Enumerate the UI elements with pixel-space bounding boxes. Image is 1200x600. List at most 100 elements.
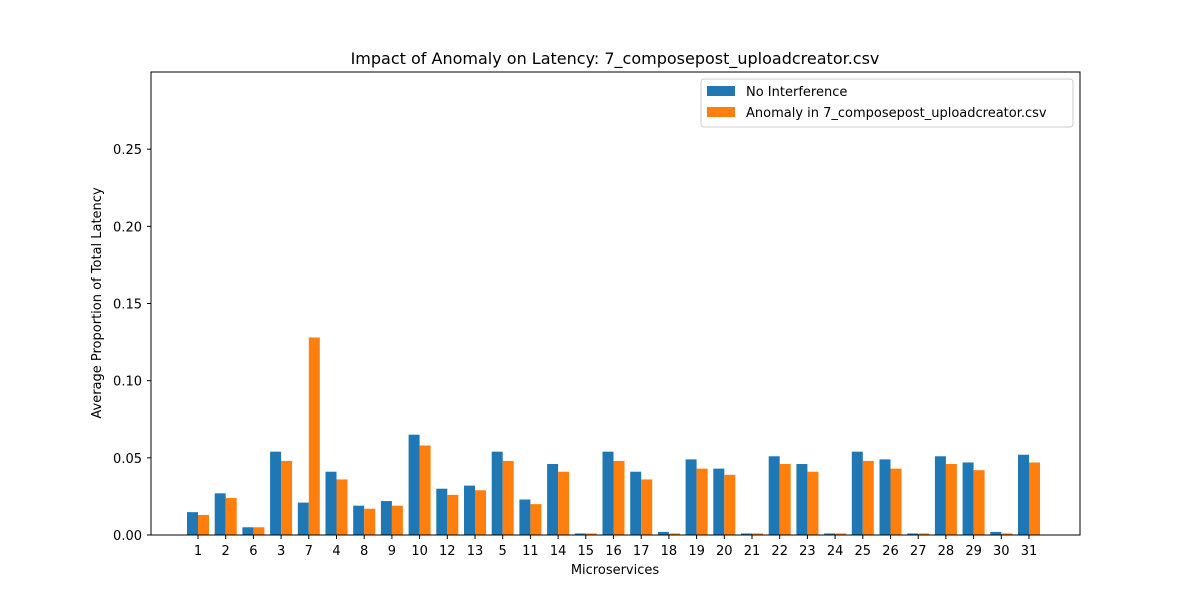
bar-anomaly-25	[862, 460, 874, 535]
bar-no-interference-3	[270, 451, 282, 535]
x-tick-label-5: 5	[499, 544, 507, 559]
bar-anomaly-23	[807, 471, 819, 535]
bar-no-interference-13	[464, 485, 475, 535]
bar-anomaly-9	[391, 505, 403, 535]
bar-anomaly-20	[724, 474, 736, 535]
x-tick-label-7: 7	[305, 544, 313, 559]
x-tick-label-16: 16	[605, 544, 622, 559]
x-tick-label-29: 29	[965, 544, 982, 559]
bar-no-interference-6	[242, 527, 254, 535]
y-tick-label-0.05: 0.05	[113, 452, 142, 467]
y-axis-title: Average Proportion of Total Latency	[90, 187, 105, 419]
y-tick-label-0.00: 0.00	[113, 529, 142, 544]
x-tick-label-10: 10	[411, 544, 428, 559]
bar-no-interference-14	[547, 464, 559, 535]
bar-no-interference-9	[380, 501, 392, 535]
y-tick-label-0.20: 0.20	[113, 220, 142, 235]
legend: No Interference Anomaly in 7_composepost…	[700, 78, 1074, 128]
bar-anomaly-15	[585, 533, 597, 535]
chart-title: Impact of Anomaly on Latency: 7_composep…	[351, 49, 880, 69]
bar-no-interference-22	[768, 456, 780, 535]
x-tick-label-11: 11	[522, 544, 539, 559]
x-tick-label-14: 14	[550, 544, 567, 559]
bar-no-interference-21	[741, 533, 752, 535]
legend-label-anomaly: Anomaly in 7_composepost_uploadcreator.c…	[746, 106, 1047, 121]
x-tick-label-15: 15	[578, 544, 595, 559]
bar-no-interference-30	[990, 531, 1002, 535]
bar-no-interference-19	[685, 459, 697, 535]
x-tick-label-23: 23	[799, 544, 816, 559]
x-tick-label-26: 26	[882, 544, 899, 559]
legend-swatch-anomaly	[707, 107, 735, 117]
bar-no-interference-29	[962, 462, 974, 535]
legend-label-no-interference: No Interference	[746, 85, 847, 100]
bar-no-interference-17	[630, 471, 642, 535]
bar-anomaly-11	[530, 504, 542, 535]
bar-no-interference-26	[879, 459, 891, 535]
bar-anomaly-2	[225, 497, 237, 535]
x-tick-label-13: 13	[467, 544, 484, 559]
bar-no-interference-5	[491, 451, 503, 535]
plot-frame	[150, 71, 1081, 536]
x-tick-label-20: 20	[716, 544, 733, 559]
y-tick-label-0.25: 0.25	[113, 143, 142, 158]
bar-no-interference-27	[907, 533, 919, 535]
bar-no-interference-18	[657, 531, 669, 535]
x-tick-label-1: 1	[194, 544, 202, 559]
x-tick-label-9: 9	[388, 544, 396, 559]
x-tick-label-22: 22	[771, 544, 788, 559]
bar-anomaly-31	[1029, 462, 1040, 535]
bar-no-interference-16	[602, 451, 614, 535]
x-tick-label-28: 28	[938, 544, 955, 559]
y-tick-label-0.10: 0.10	[113, 375, 142, 390]
x-axis-ticks: 1 2 6 3 7 4 8 9 10 12 13 5 11 14 15 16 17 18 19 20 21 22 23 24 2…	[194, 535, 1037, 559]
x-tick-label-17: 17	[633, 544, 650, 559]
bar-no-interference-15	[574, 533, 586, 535]
bar-anomaly-29	[973, 470, 985, 535]
bar-anomaly-21	[752, 533, 763, 535]
bar-anomaly-7	[308, 337, 320, 535]
x-tick-label-31: 31	[1021, 544, 1038, 559]
y-tick-label-0.15: 0.15	[113, 298, 142, 313]
bar-anomaly-14	[558, 471, 570, 535]
bar-anomaly-27	[918, 533, 930, 535]
x-tick-label-2: 2	[222, 544, 230, 559]
x-tick-label-4: 4	[332, 544, 340, 559]
x-tick-label-6: 6	[249, 544, 257, 559]
bar-no-interference-28	[934, 456, 946, 535]
x-tick-label-12: 12	[439, 544, 456, 559]
x-tick-label-18: 18	[661, 544, 678, 559]
bar-no-interference-7	[297, 502, 309, 535]
bars-group	[187, 337, 1040, 535]
bar-anomaly-13	[475, 490, 486, 535]
bar-no-interference-12	[436, 488, 448, 535]
bar-anomaly-18	[668, 533, 680, 535]
bar-anomaly-16	[613, 460, 625, 535]
bar-anomaly-17	[641, 479, 653, 535]
x-tick-label-8: 8	[360, 544, 368, 559]
x-tick-label-27: 27	[910, 544, 927, 559]
bar-anomaly-10	[419, 445, 431, 535]
bar-anomaly-19	[696, 468, 708, 535]
bar-no-interference-10	[408, 434, 420, 535]
bar-anomaly-6	[253, 527, 265, 535]
x-tick-label-30: 30	[993, 544, 1010, 559]
bar-anomaly-5	[502, 460, 514, 535]
bar-no-interference-11	[519, 499, 531, 535]
x-tick-label-24: 24	[827, 544, 844, 559]
bar-no-interference-8	[353, 505, 365, 535]
bar-no-interference-1	[187, 512, 198, 535]
bar-anomaly-26	[890, 468, 902, 535]
bar-no-interference-31	[1018, 454, 1029, 535]
x-tick-label-21: 21	[744, 544, 761, 559]
x-tick-label-3: 3	[277, 544, 285, 559]
bar-no-interference-24	[824, 533, 836, 535]
bar-no-interference-2	[214, 493, 226, 535]
bar-anomaly-4	[336, 479, 348, 535]
legend-swatch-no-interference	[707, 86, 735, 96]
x-tick-label-25: 25	[855, 544, 872, 559]
bar-anomaly-30	[1001, 533, 1013, 535]
y-axis-ticks: 0.00 0.05 0.10 0.15 0.20 0.25	[113, 143, 151, 544]
